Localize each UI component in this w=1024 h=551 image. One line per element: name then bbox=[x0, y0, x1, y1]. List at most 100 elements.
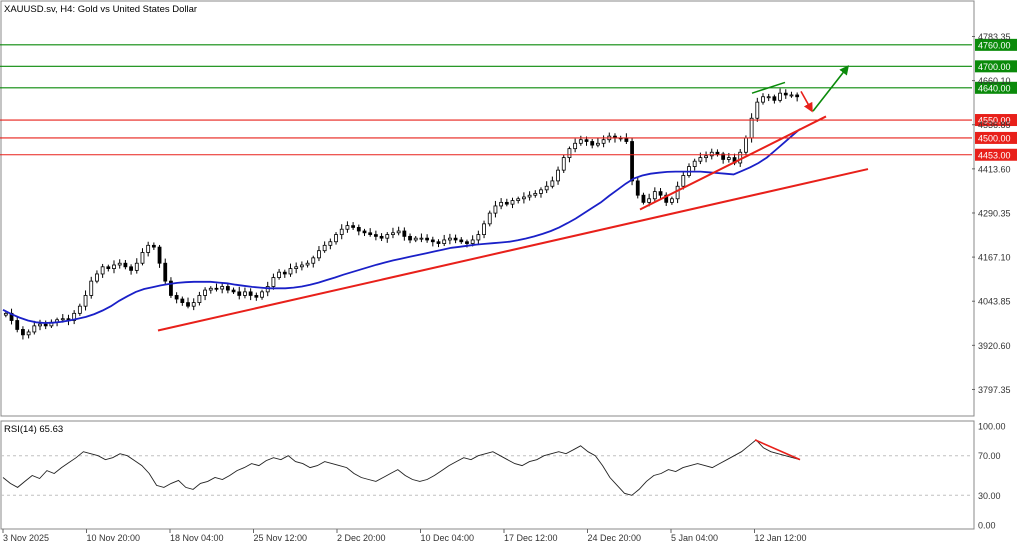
time-tick-label: 10 Dec 04:00 bbox=[421, 533, 475, 543]
candle-body bbox=[385, 234, 390, 239]
time-tick-label: 10 Nov 20:00 bbox=[87, 533, 141, 543]
support-level-label: 4550.00 bbox=[978, 116, 1011, 126]
price-tick-label: 4536.85 bbox=[978, 120, 1011, 130]
candle-body bbox=[21, 329, 25, 336]
candle-body bbox=[169, 280, 173, 296]
candle-body bbox=[470, 239, 475, 244]
resistance-level-tag bbox=[975, 60, 1017, 73]
candle-body bbox=[715, 151, 720, 155]
candle-body bbox=[243, 291, 247, 296]
rsi-title: RSI(14) 65.63 bbox=[4, 424, 63, 435]
time-tick-label: 3 Nov 2025 bbox=[3, 533, 49, 543]
candle-body bbox=[755, 101, 760, 119]
candle-body bbox=[778, 92, 782, 101]
candle-body bbox=[584, 139, 589, 142]
candle-body bbox=[590, 141, 595, 146]
candle-body bbox=[317, 250, 321, 259]
candle-body bbox=[60, 318, 65, 321]
candle-body bbox=[635, 180, 640, 196]
candle-body bbox=[186, 302, 190, 307]
candle-body bbox=[783, 92, 788, 96]
candle-body bbox=[368, 232, 373, 235]
candle-body bbox=[556, 169, 560, 182]
time-tick-label: 18 Nov 04:00 bbox=[170, 533, 224, 543]
candle-body bbox=[379, 235, 384, 239]
candle-body bbox=[744, 137, 748, 153]
candle-body bbox=[402, 230, 407, 237]
rsi-tick-label: 100.00 bbox=[978, 422, 1006, 432]
support-level-label: 4500.00 bbox=[978, 133, 1011, 143]
candle-body bbox=[163, 262, 168, 282]
candle-body bbox=[362, 230, 367, 234]
candle-body bbox=[231, 289, 236, 293]
candle-body bbox=[328, 241, 333, 246]
candle-body bbox=[282, 271, 287, 275]
candle-body bbox=[795, 94, 800, 98]
candle-body bbox=[72, 312, 77, 321]
rsi-tick-label: 30.00 bbox=[978, 491, 1001, 501]
candle-body bbox=[225, 286, 230, 291]
resistance-level-label: 4700.00 bbox=[978, 62, 1011, 72]
candle-body bbox=[180, 298, 185, 304]
time-tick-label: 12 Jan 12:00 bbox=[755, 533, 807, 543]
candle-body bbox=[248, 291, 253, 296]
candle-body bbox=[539, 189, 543, 194]
candle-body bbox=[675, 185, 680, 200]
candle-body bbox=[721, 153, 726, 160]
candle-body bbox=[391, 232, 395, 235]
candle-body bbox=[487, 212, 492, 225]
candle-body bbox=[208, 287, 213, 291]
candle-body bbox=[43, 323, 48, 327]
candle-body bbox=[311, 257, 316, 264]
candle-body bbox=[157, 246, 162, 264]
candle-body bbox=[106, 266, 111, 269]
candle-body bbox=[436, 241, 441, 244]
support-level-tag bbox=[975, 114, 1017, 127]
candle-body bbox=[447, 237, 452, 241]
candle-body bbox=[373, 234, 378, 237]
support-level-tag bbox=[975, 131, 1017, 144]
candle-body bbox=[630, 141, 634, 182]
candle-body bbox=[413, 237, 418, 241]
candle-body bbox=[134, 262, 139, 271]
candle-body bbox=[692, 160, 697, 167]
candle-body bbox=[510, 200, 515, 205]
candle-body bbox=[601, 139, 606, 144]
support-level-tag bbox=[975, 148, 1017, 161]
candle-body bbox=[260, 291, 264, 298]
candle-body bbox=[419, 237, 424, 240]
projection-up-arrow bbox=[812, 65, 849, 112]
candle-body bbox=[339, 228, 344, 235]
candle-body bbox=[738, 151, 743, 164]
price-tick-label: 4413.60 bbox=[978, 164, 1011, 174]
candle-body bbox=[140, 252, 145, 264]
price-tick-label: 4660.10 bbox=[978, 76, 1011, 86]
candle-body bbox=[288, 268, 293, 275]
candle-body bbox=[3, 312, 8, 316]
candle-body bbox=[516, 198, 521, 201]
support-level-label: 4453.00 bbox=[978, 150, 1011, 160]
candle-body bbox=[191, 302, 196, 307]
candle-body bbox=[112, 264, 116, 269]
candle-body bbox=[573, 142, 578, 150]
candle-body bbox=[652, 191, 657, 200]
resistance-level-label: 4760.00 bbox=[978, 40, 1011, 50]
time-tick-label: 17 Dec 12:00 bbox=[504, 533, 558, 543]
candle-body bbox=[658, 191, 663, 196]
candle-body bbox=[305, 262, 310, 266]
rsi-panel-frame bbox=[0, 420, 975, 530]
price-tick-label: 3920.60 bbox=[978, 341, 1011, 351]
candle-body bbox=[453, 237, 458, 241]
candle-body bbox=[26, 331, 31, 336]
candle-body bbox=[664, 194, 669, 203]
candle-body bbox=[761, 96, 765, 103]
candle-body bbox=[527, 194, 532, 198]
candle-body bbox=[726, 157, 731, 160]
candle-body bbox=[38, 323, 42, 327]
short-trendline bbox=[639, 115, 827, 211]
candle-body bbox=[100, 266, 105, 275]
candle-body bbox=[749, 117, 754, 139]
candle-body bbox=[197, 295, 202, 304]
candle-body bbox=[430, 239, 435, 243]
